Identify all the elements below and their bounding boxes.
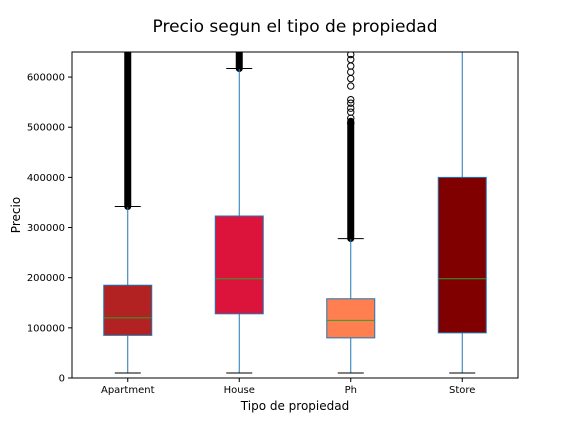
x-tick-label-store: Store xyxy=(449,385,475,396)
chart-title: Precio segun el tipo de propiedad xyxy=(153,17,438,37)
outlier-point-ph-3 xyxy=(347,104,355,112)
y-tick-label-300000: 300000 xyxy=(27,223,65,234)
y-tick-label-0: 0 xyxy=(59,374,65,385)
x-tick-label-apartment: Apartment xyxy=(101,385,155,396)
outlier-point-ph-4 xyxy=(347,99,355,107)
outlier-point-ph-8 xyxy=(347,68,355,76)
x-axis-label: Tipo de propiedad xyxy=(240,399,349,413)
x-tick-label-ph: Ph xyxy=(345,385,357,396)
plot-area xyxy=(103,52,487,374)
outlier-point-ph-10 xyxy=(347,55,355,64)
outlier-point-ph-7 xyxy=(347,74,355,83)
x-tick-label-house: House xyxy=(224,385,255,396)
outlier-point-ph-5 xyxy=(347,95,355,104)
y-tick-label-200000: 200000 xyxy=(27,273,65,284)
y-axis-label: Precio xyxy=(9,197,23,233)
y-tick-label-500000: 500000 xyxy=(27,123,65,134)
y-tick-label-400000: 400000 xyxy=(27,173,65,184)
outlier-point-ph-0 xyxy=(347,119,355,127)
y-tick-label-100000: 100000 xyxy=(27,323,65,334)
outlier-point-ph-11 xyxy=(347,52,355,59)
box-house xyxy=(214,215,264,315)
y-tick-label-600000: 600000 xyxy=(27,73,65,84)
box-ph xyxy=(326,298,376,339)
outlier-point-ph-2 xyxy=(347,108,355,116)
box-store xyxy=(437,176,487,334)
plot-frame xyxy=(71,51,519,379)
box-apartment xyxy=(103,284,153,336)
outlier-point-ph-9 xyxy=(347,62,355,70)
outlier-point-ph-6 xyxy=(347,82,355,90)
axes: 0 100000 200000 300000 400000 500000 600000 Apa… xyxy=(27,51,519,396)
